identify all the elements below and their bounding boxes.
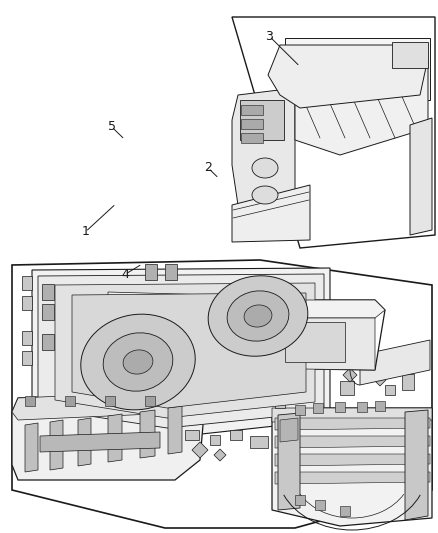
Polygon shape [214, 449, 226, 461]
Polygon shape [38, 274, 324, 428]
Polygon shape [280, 418, 298, 442]
Polygon shape [72, 293, 306, 408]
Polygon shape [22, 276, 32, 290]
Polygon shape [12, 390, 205, 420]
Text: 4: 4 [121, 268, 129, 281]
Polygon shape [55, 283, 315, 418]
Polygon shape [275, 454, 430, 466]
Polygon shape [295, 495, 305, 505]
Polygon shape [272, 408, 432, 422]
Polygon shape [410, 118, 432, 235]
Polygon shape [140, 410, 155, 458]
Polygon shape [241, 133, 263, 143]
Polygon shape [22, 331, 32, 345]
Ellipse shape [208, 276, 308, 356]
Polygon shape [275, 472, 430, 484]
Polygon shape [232, 88, 295, 205]
Polygon shape [272, 408, 432, 526]
Polygon shape [340, 381, 354, 395]
Polygon shape [340, 506, 350, 516]
Polygon shape [295, 60, 428, 155]
Ellipse shape [103, 333, 173, 391]
Ellipse shape [227, 291, 289, 341]
Polygon shape [210, 435, 220, 445]
Polygon shape [105, 396, 115, 406]
Polygon shape [40, 432, 160, 452]
Polygon shape [232, 185, 310, 242]
Polygon shape [315, 500, 325, 510]
Polygon shape [278, 413, 300, 510]
Polygon shape [12, 390, 205, 480]
Polygon shape [241, 105, 263, 115]
Polygon shape [343, 368, 357, 382]
Polygon shape [357, 402, 367, 412]
Polygon shape [185, 430, 199, 440]
Polygon shape [50, 420, 63, 470]
Text: 1: 1 [81, 225, 89, 238]
Polygon shape [385, 385, 395, 395]
Polygon shape [295, 405, 305, 415]
Polygon shape [32, 268, 330, 438]
Polygon shape [25, 423, 38, 472]
Polygon shape [335, 402, 345, 412]
Polygon shape [168, 406, 182, 454]
Polygon shape [275, 436, 430, 448]
Polygon shape [275, 418, 430, 430]
Polygon shape [25, 396, 35, 406]
Polygon shape [255, 388, 267, 400]
Polygon shape [285, 38, 430, 100]
Polygon shape [165, 264, 177, 280]
Polygon shape [360, 340, 430, 385]
Polygon shape [145, 396, 155, 406]
Polygon shape [232, 17, 435, 248]
Polygon shape [241, 119, 263, 129]
Polygon shape [275, 398, 285, 408]
Text: 3: 3 [265, 30, 273, 43]
Polygon shape [42, 334, 54, 350]
Polygon shape [42, 284, 54, 300]
Polygon shape [65, 396, 75, 406]
Text: 5: 5 [108, 120, 116, 133]
Ellipse shape [123, 350, 153, 374]
Polygon shape [108, 414, 122, 462]
Polygon shape [22, 351, 32, 365]
Polygon shape [78, 418, 91, 466]
Ellipse shape [244, 305, 272, 327]
Polygon shape [402, 374, 414, 390]
Ellipse shape [252, 186, 278, 204]
Ellipse shape [81, 314, 195, 410]
Polygon shape [22, 296, 32, 310]
Polygon shape [285, 322, 345, 362]
Polygon shape [250, 436, 268, 448]
Polygon shape [375, 401, 385, 411]
Polygon shape [222, 300, 385, 318]
Polygon shape [405, 410, 428, 520]
Polygon shape [374, 374, 386, 386]
Polygon shape [12, 260, 432, 528]
Ellipse shape [252, 158, 278, 178]
Polygon shape [240, 100, 284, 140]
Polygon shape [222, 300, 385, 370]
Polygon shape [108, 315, 125, 336]
Text: 2: 2 [204, 161, 212, 174]
Polygon shape [195, 316, 215, 335]
Polygon shape [192, 442, 208, 458]
Polygon shape [108, 292, 215, 305]
Polygon shape [232, 318, 375, 370]
Polygon shape [392, 42, 428, 68]
Polygon shape [145, 264, 157, 280]
Polygon shape [42, 304, 54, 320]
Polygon shape [268, 45, 428, 108]
Polygon shape [100, 292, 222, 343]
Polygon shape [230, 430, 242, 440]
Polygon shape [313, 403, 323, 413]
